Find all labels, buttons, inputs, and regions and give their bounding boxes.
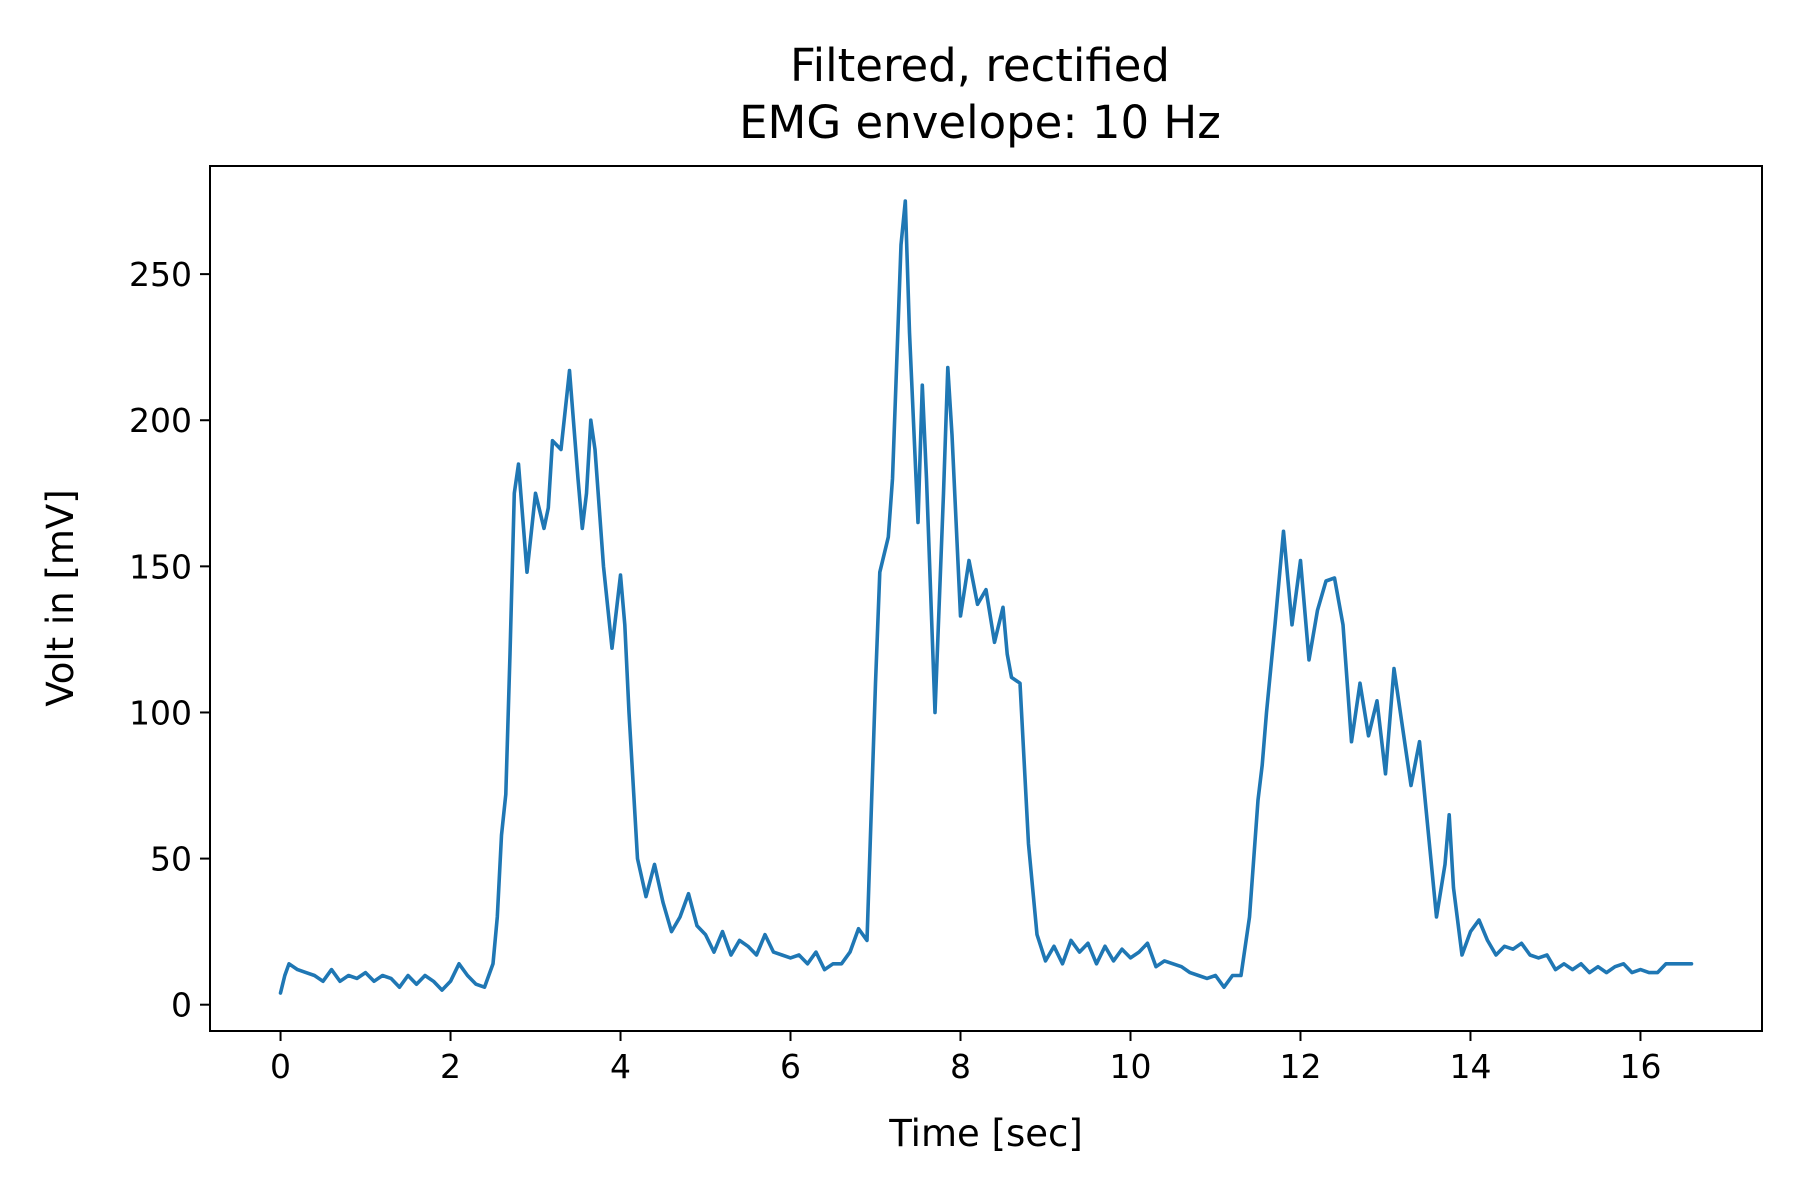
series-line [278, 199, 1694, 995]
x-tick-label: 10 [1109, 1047, 1151, 1086]
x-tick-label: 8 [950, 1047, 971, 1086]
y-axis-ticks: 0 50 100 150 200 250 [129, 255, 210, 1025]
x-tick-label: 4 [610, 1047, 631, 1086]
y-tick-label: 100 [129, 693, 192, 732]
x-axis-label: Time [sec] [888, 1112, 1083, 1155]
x-tick-label: 14 [1449, 1047, 1491, 1086]
y-tick-label: 250 [129, 255, 192, 294]
x-tick-label: 0 [270, 1047, 291, 1086]
y-axis-label: Volt in [mV] [39, 489, 82, 706]
x-tick-label: 12 [1279, 1047, 1321, 1086]
y-tick-label: 200 [129, 401, 192, 440]
axes-frame [209, 165, 1763, 1032]
x-tick-label: 6 [780, 1047, 801, 1086]
plot-area [209, 165, 1763, 1032]
chart-title-line-2: EMG envelope: 10 Hz [739, 96, 1221, 149]
series-layer [278, 199, 1694, 995]
y-tick-label: 0 [171, 986, 192, 1025]
y-tick-label: 150 [129, 547, 192, 586]
x-tick-label: 16 [1619, 1047, 1661, 1086]
chart-title-line-1: Filtered, rectified [790, 39, 1170, 92]
y-tick-label: 50 [150, 840, 192, 879]
x-tick-label: 2 [440, 1047, 461, 1086]
x-axis-ticks: 0 2 4 6 8 10 12 14 16 [270, 1031, 1661, 1086]
